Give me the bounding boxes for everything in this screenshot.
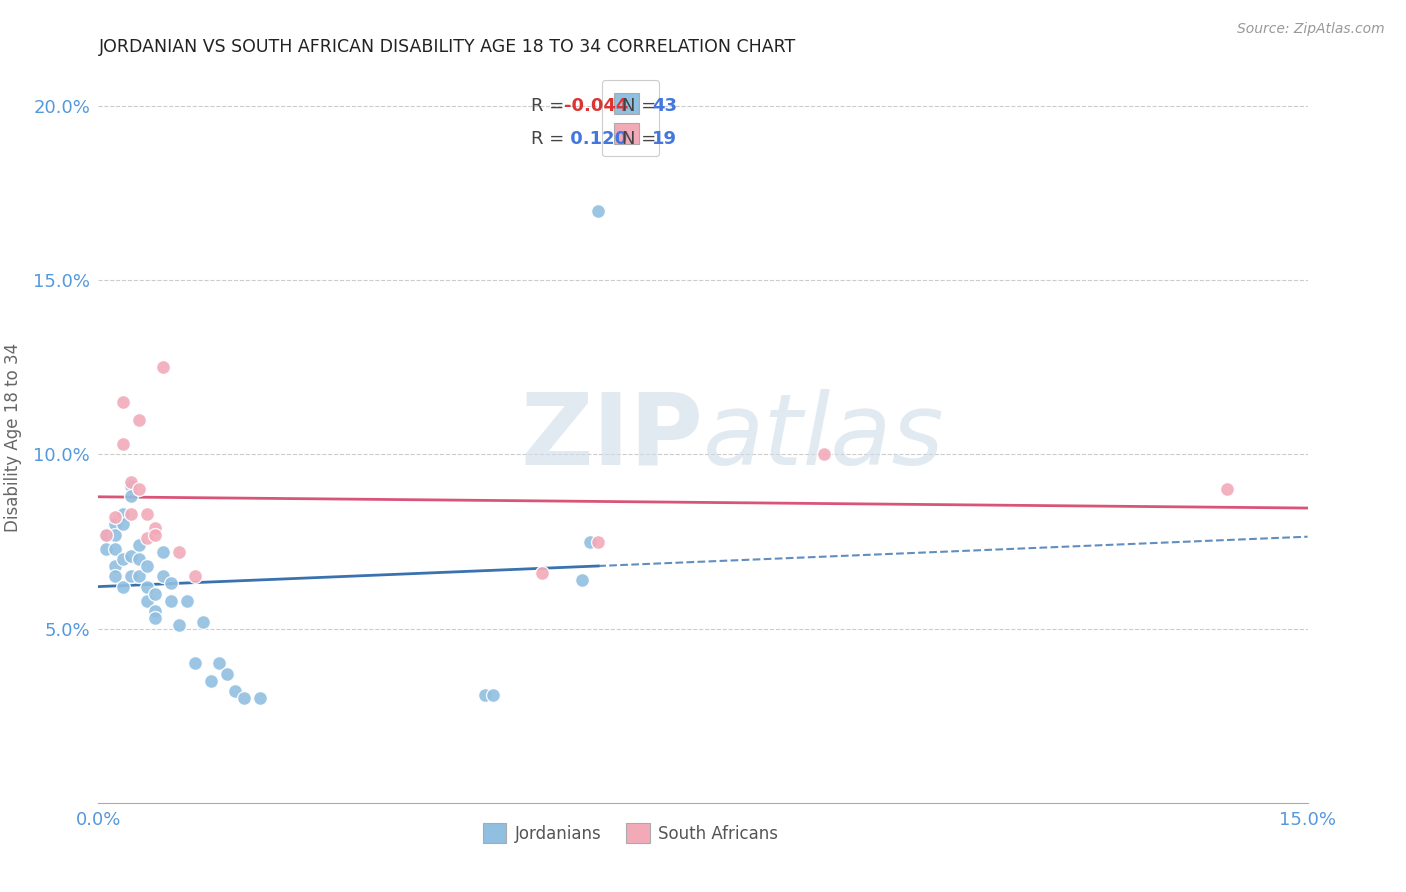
Legend: Jordanians, South Africans: Jordanians, South Africans xyxy=(477,817,785,849)
Point xyxy=(96,527,118,541)
Point xyxy=(482,688,505,702)
Point xyxy=(96,541,118,556)
Point xyxy=(120,569,142,583)
Point xyxy=(135,531,157,545)
Text: JORDANIAN VS SOUTH AFRICAN DISABILITY AGE 18 TO 34 CORRELATION CHART: JORDANIAN VS SOUTH AFRICAN DISABILITY AG… xyxy=(98,38,796,56)
Text: atlas: atlas xyxy=(703,389,945,485)
Point xyxy=(120,549,142,563)
Point xyxy=(143,604,166,618)
Text: 19: 19 xyxy=(652,129,678,148)
Point xyxy=(120,479,142,493)
Point xyxy=(111,580,134,594)
Point xyxy=(111,437,134,451)
Text: N =: N = xyxy=(621,97,662,115)
Point xyxy=(103,527,125,541)
Point xyxy=(167,618,190,632)
Text: R =: R = xyxy=(531,97,571,115)
Text: ZIP: ZIP xyxy=(520,389,703,485)
Point xyxy=(193,615,215,629)
Point xyxy=(813,448,835,462)
Point xyxy=(143,521,166,535)
Point xyxy=(579,534,602,549)
Point xyxy=(530,566,553,580)
Point xyxy=(120,475,142,490)
Point xyxy=(143,587,166,601)
Point xyxy=(200,673,222,688)
Y-axis label: Disability Age 18 to 34: Disability Age 18 to 34 xyxy=(4,343,22,532)
Point xyxy=(103,541,125,556)
Point xyxy=(184,569,207,583)
Point xyxy=(103,510,125,524)
Point xyxy=(586,534,609,549)
Point xyxy=(128,483,150,497)
Point xyxy=(135,507,157,521)
Text: R =: R = xyxy=(531,129,571,148)
Point xyxy=(152,569,174,583)
Text: -0.044: -0.044 xyxy=(564,97,628,115)
Point xyxy=(135,594,157,608)
Point xyxy=(249,691,271,706)
Point xyxy=(111,517,134,532)
Point xyxy=(111,395,134,409)
Point xyxy=(103,517,125,532)
Point xyxy=(232,691,254,706)
Point xyxy=(128,412,150,426)
Point xyxy=(143,527,166,541)
Point xyxy=(152,360,174,375)
Point xyxy=(143,611,166,625)
Text: N =: N = xyxy=(621,129,662,148)
Point xyxy=(128,538,150,552)
Point xyxy=(1216,483,1239,497)
Point xyxy=(586,203,609,218)
Point xyxy=(224,684,246,698)
Point xyxy=(184,657,207,671)
Point xyxy=(474,688,496,702)
Point xyxy=(111,552,134,566)
Point xyxy=(135,558,157,573)
Point xyxy=(160,576,183,591)
Point xyxy=(128,552,150,566)
Point xyxy=(208,657,231,671)
Point xyxy=(120,489,142,503)
Point xyxy=(96,527,118,541)
Point xyxy=(135,580,157,594)
Point xyxy=(160,594,183,608)
Text: Source: ZipAtlas.com: Source: ZipAtlas.com xyxy=(1237,22,1385,37)
Point xyxy=(167,545,190,559)
Point xyxy=(176,594,198,608)
Point xyxy=(217,667,239,681)
Point xyxy=(128,569,150,583)
Point xyxy=(571,573,593,587)
Point xyxy=(111,507,134,521)
Point xyxy=(120,507,142,521)
Point xyxy=(103,569,125,583)
Text: 43: 43 xyxy=(652,97,678,115)
Point xyxy=(152,545,174,559)
Text: 0.120: 0.120 xyxy=(564,129,627,148)
Point xyxy=(103,558,125,573)
